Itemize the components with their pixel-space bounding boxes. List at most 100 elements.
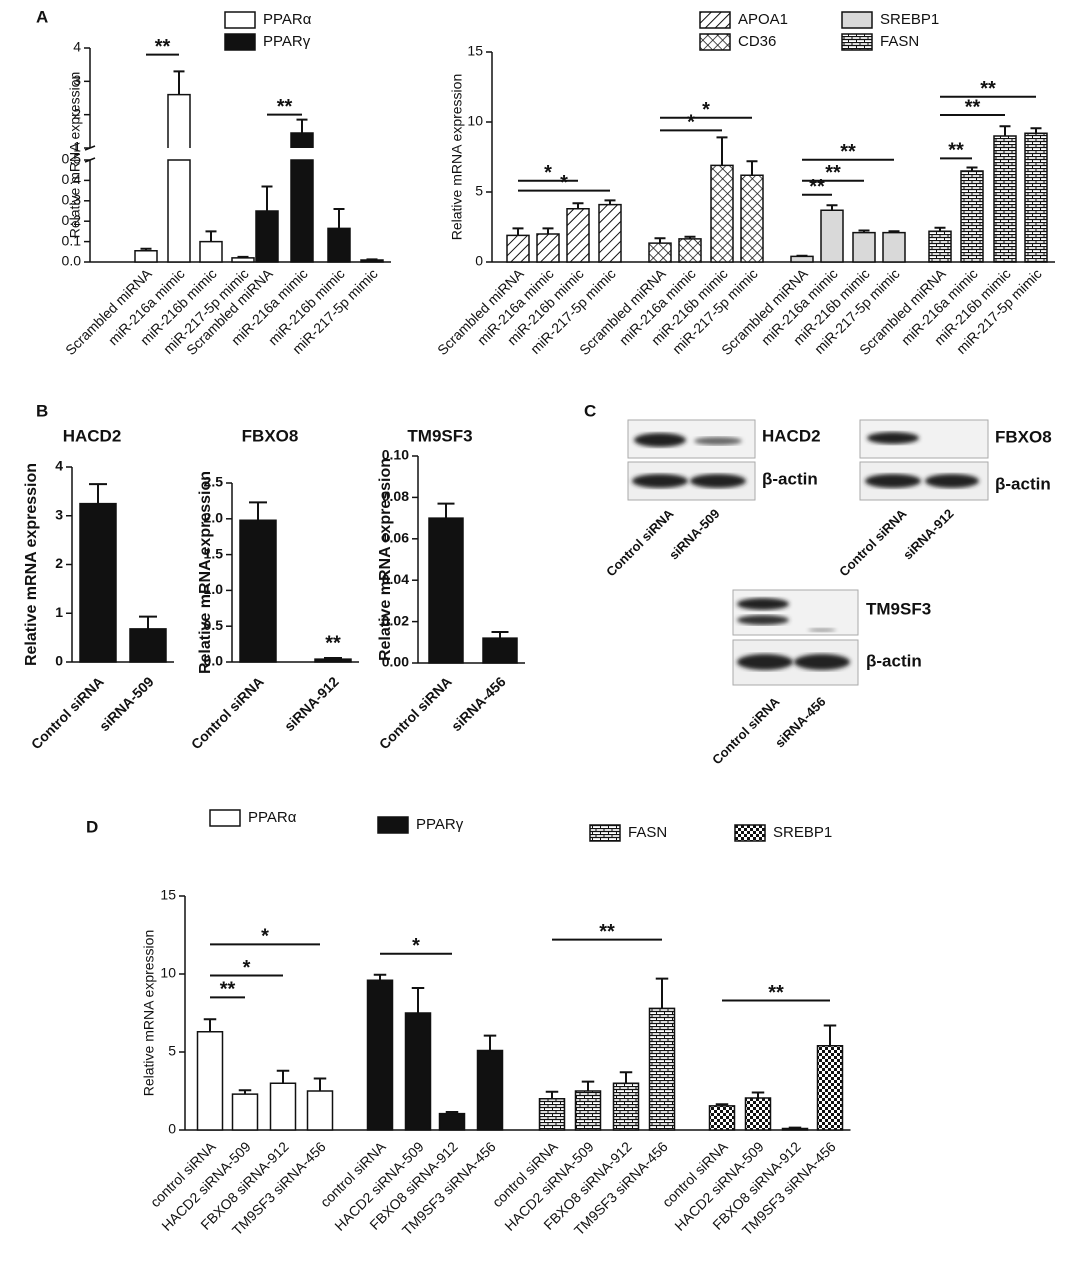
y-tick-label: 10 [467, 113, 483, 129]
blot-reference: β-actin [995, 474, 1051, 493]
band [632, 474, 688, 488]
y-tick-label: 0.3 [62, 192, 82, 208]
y-tick-label: 15 [467, 43, 483, 59]
blot: HACD2 β-actin Control siRNA siRNA-509 [603, 419, 821, 579]
band [634, 433, 686, 447]
error-bar [655, 977, 669, 1009]
y-tick-label: 1.5 [204, 545, 224, 561]
band [737, 598, 789, 610]
bar [167, 93, 191, 263]
bar [790, 255, 814, 263]
significance-label: ** [948, 140, 964, 162]
significance-label: ** [840, 141, 856, 163]
x-tick-label: siRNA-456 [448, 673, 509, 734]
bar [960, 170, 984, 263]
bar [852, 231, 876, 263]
y-tick-label: 0.5 [62, 151, 82, 167]
blot: FBXO8 β-actin Control siRNA siRNA-912 [836, 419, 1052, 579]
bar [536, 233, 560, 263]
error-bar [545, 1090, 559, 1099]
error-bar [1030, 127, 1042, 134]
blot-reference: β-actin [762, 469, 818, 488]
y-tick-label: 0.4 [62, 171, 82, 187]
chart-title: HACD2 [63, 426, 122, 445]
y-axis-label: Relative mRNA expression [141, 930, 157, 1097]
legend-swatch [224, 11, 256, 29]
error-bar [823, 1024, 837, 1046]
legend-swatch [734, 824, 766, 842]
y-tick-label: 5 [168, 1043, 176, 1059]
bar [314, 658, 352, 663]
legend-label: FASN [880, 33, 919, 50]
x-tick-label: Control siRNA [376, 673, 455, 752]
bar [816, 1045, 844, 1131]
y-tick-label: 3 [55, 506, 63, 522]
lane-label: Control siRNA [709, 694, 783, 768]
axis-break [84, 157, 96, 163]
error-bar [542, 227, 554, 234]
panel-label: C [584, 401, 596, 420]
error-bar [437, 502, 455, 519]
significance-label: ** [599, 921, 615, 943]
error-bar [366, 258, 378, 261]
y-tick-label: 1.0 [204, 581, 224, 597]
legend-label: SREBP1 [773, 824, 832, 841]
error-bar [237, 255, 249, 258]
bar [360, 259, 384, 263]
bar [678, 238, 702, 263]
y-tick-label: 4 [73, 39, 81, 55]
blot-target: TM9SF3 [866, 599, 931, 618]
x-tick-label: Control siRNA [188, 673, 267, 752]
bar [255, 210, 279, 263]
x-tick-label: siRNA-912 [281, 673, 342, 734]
error-bar [788, 1126, 802, 1129]
y-tick-label: 0.0 [62, 253, 82, 269]
band [690, 474, 746, 488]
bar [566, 208, 590, 263]
panel-label: D [86, 817, 98, 836]
y-tick-label: 0.06 [382, 530, 409, 546]
chart-title: FBXO8 [242, 426, 299, 445]
error-bar [491, 630, 509, 639]
y-tick-label: 15 [160, 887, 176, 903]
significance-label: * [261, 926, 269, 948]
legend-label: PPARα [263, 11, 312, 28]
error-bar [261, 185, 273, 211]
y-tick-label: 10 [160, 965, 176, 981]
error-bar [140, 247, 152, 251]
blot-reference: β-actin [866, 651, 922, 670]
blot-target: FBXO8 [995, 427, 1052, 446]
legend-label: PPARγ [416, 816, 464, 833]
significance-label: ** [980, 78, 996, 100]
error-bar [619, 1071, 633, 1084]
bar [648, 242, 672, 263]
y-tick-label: 0.1 [62, 232, 82, 248]
error-bar [581, 1080, 595, 1091]
legend-label: PPARα [248, 809, 297, 826]
bar [239, 519, 277, 663]
error-bar [324, 657, 342, 660]
significance-label: * [544, 162, 552, 184]
significance-label: ** [965, 96, 981, 118]
band [808, 628, 836, 632]
error-bar [249, 501, 267, 521]
panel-label: A [36, 7, 48, 26]
lane-label: siRNA-509 [666, 506, 723, 563]
error-bar [572, 202, 584, 209]
band [865, 474, 921, 488]
legend-swatch [841, 11, 873, 29]
significance-label: * [243, 957, 251, 979]
bar [882, 231, 906, 263]
bar [781, 1127, 809, 1131]
bar [740, 174, 764, 263]
bar [928, 230, 952, 263]
error-bar [173, 70, 185, 95]
error-bar [313, 1077, 327, 1091]
y-axis-label: Relative mRNA expression [197, 471, 214, 674]
significance-label: ** [155, 36, 171, 58]
legend-label: APOA1 [738, 11, 788, 28]
y-tick-label: 3 [73, 72, 81, 88]
